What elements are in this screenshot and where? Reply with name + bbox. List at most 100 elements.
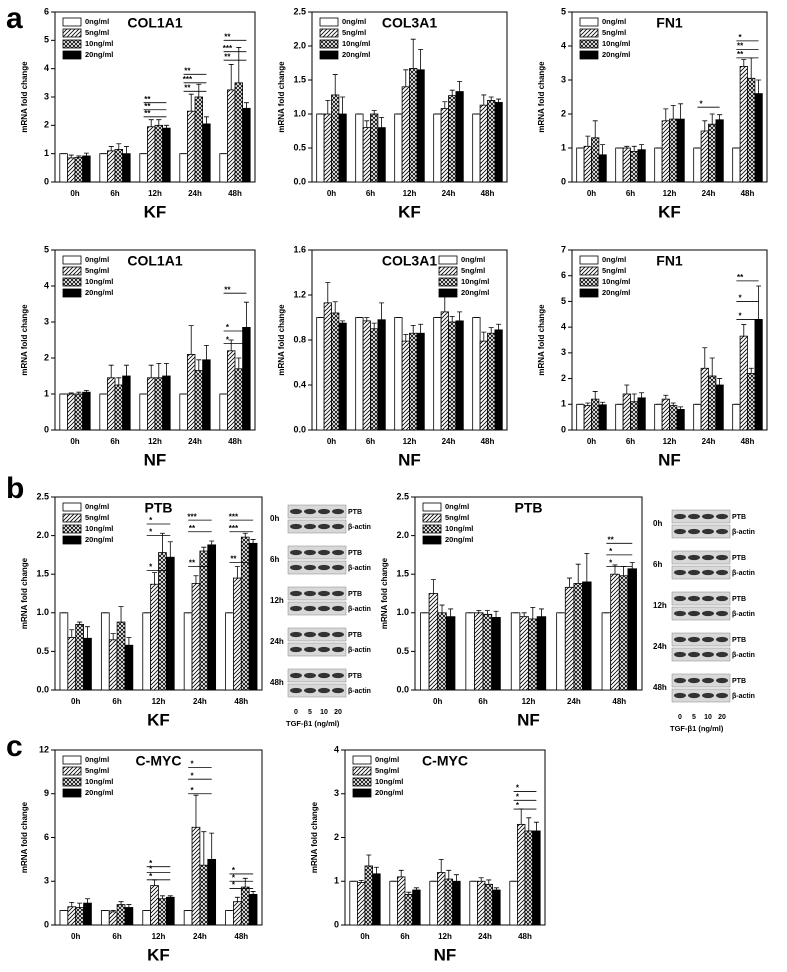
legend-label: 20ng/ml (602, 288, 630, 297)
blot-band (318, 564, 330, 571)
significance-label: ** (224, 52, 231, 61)
bar (494, 329, 503, 431)
error-bar (585, 402, 591, 406)
blot-strip (287, 668, 347, 683)
error-bar (709, 113, 715, 125)
bar (331, 94, 340, 183)
blot-band (304, 631, 316, 638)
bar (233, 901, 242, 926)
x-tick-label: 24h (702, 189, 716, 198)
legend-label: 20ng/ml (85, 788, 113, 797)
blot-band (332, 523, 344, 530)
bar (59, 153, 68, 183)
bar (622, 147, 631, 183)
legend-label: 0ng/ml (85, 255, 109, 264)
chart-title: FN1 (656, 253, 683, 269)
bar (556, 612, 566, 691)
bar (67, 906, 77, 926)
bar (165, 896, 175, 926)
bar (331, 312, 340, 431)
panel-letter: b (6, 472, 24, 505)
legend-label: 5ng/ml (445, 513, 469, 522)
y-tick-label: 0.0 (293, 424, 306, 434)
legend-swatch (438, 288, 458, 298)
error-bar (201, 546, 207, 552)
x-tick-label: 0h (70, 437, 79, 446)
error-bar (193, 575, 199, 584)
bar (409, 68, 418, 183)
blot-band (702, 569, 714, 576)
y-tick-label: 3 (334, 788, 339, 798)
bar (494, 102, 503, 183)
y-tick-label: 6 (44, 6, 49, 16)
error-bar (163, 363, 169, 376)
legend-swatch (352, 788, 372, 798)
bar (199, 550, 209, 691)
error-bar (196, 83, 202, 97)
blot-lane-label: 20 (334, 709, 342, 716)
error-bar (406, 891, 412, 895)
blot-lane-label: 10 (320, 709, 328, 716)
error-bar (148, 364, 154, 378)
significance-label: * (149, 516, 153, 525)
bar (124, 644, 134, 691)
blot-band (716, 692, 728, 699)
significance-label: * (149, 528, 153, 537)
x-tick-label: 6h (626, 189, 635, 198)
blot-band (688, 595, 700, 602)
blot-band (332, 508, 344, 515)
blot-strip (671, 673, 731, 688)
blot-band (702, 554, 714, 561)
legend-swatch (62, 288, 82, 298)
bar (739, 335, 748, 431)
error-bar (196, 359, 202, 371)
blot-band (304, 646, 316, 653)
error-bar (442, 101, 448, 109)
blot-band (290, 523, 302, 530)
x-axis-label: KF (398, 202, 421, 221)
error-bar (116, 143, 122, 150)
error-bar (340, 320, 346, 324)
y-tick-label: 12 (39, 744, 49, 754)
chart-title: COL1A1 (127, 15, 182, 31)
blot-band (318, 605, 330, 612)
error-bar (77, 902, 83, 908)
error-bar (670, 402, 676, 406)
blot-band (688, 554, 700, 561)
bar (576, 403, 585, 431)
error-bar (709, 357, 715, 376)
blot-band-label: PTB (348, 550, 362, 557)
y-axis-label: mRNA fold change (277, 304, 286, 376)
x-tick-label: 0h (587, 437, 596, 446)
significance-label: * (516, 801, 520, 810)
bar (708, 375, 717, 431)
y-tick-label: 9 (44, 788, 49, 798)
error-bar (379, 302, 385, 320)
significance-label: * (609, 559, 613, 568)
x-tick-label: 12h (152, 932, 166, 941)
chart-title: PTB (145, 500, 173, 516)
error-bar (410, 324, 416, 334)
error-bar (250, 539, 256, 544)
bar (116, 621, 126, 691)
error-bar (418, 49, 424, 70)
blot-band (332, 646, 344, 653)
bar (349, 880, 358, 926)
legend-swatch (579, 50, 599, 60)
error-bar (631, 393, 637, 402)
bar (693, 403, 702, 431)
blot-strip (287, 683, 347, 698)
bar (404, 893, 413, 926)
blot-strip (671, 591, 731, 606)
blot-band (304, 687, 316, 694)
error-bar (624, 384, 630, 394)
bar (754, 93, 763, 183)
bar (428, 593, 439, 691)
x-tick-label: 6h (366, 437, 375, 446)
bar (59, 393, 68, 431)
bar (233, 577, 242, 691)
blot-row-label: 0h (653, 519, 662, 528)
legend-swatch (62, 513, 82, 523)
x-tick-label: 12h (522, 697, 536, 706)
blot-band (290, 564, 302, 571)
